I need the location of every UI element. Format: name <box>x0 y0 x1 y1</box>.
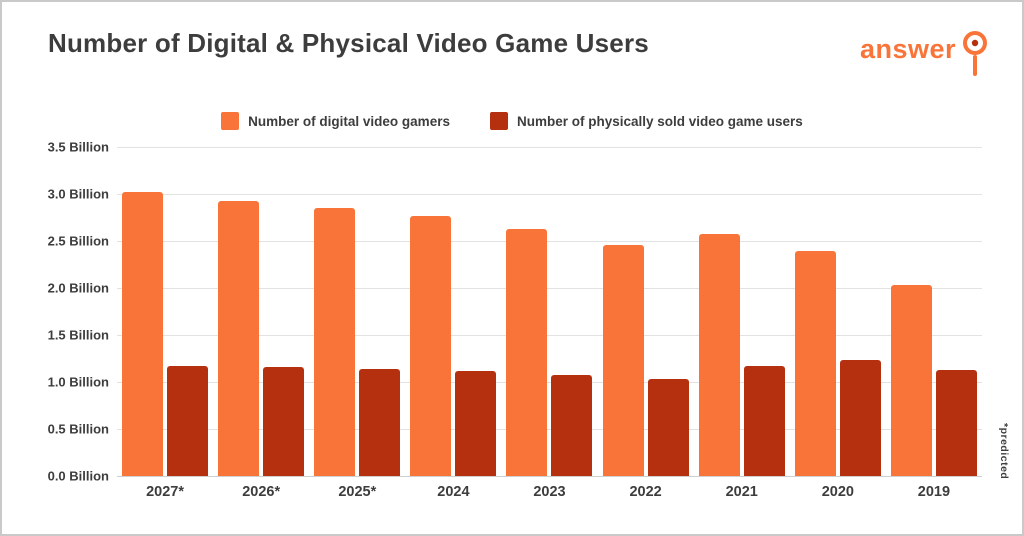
bar-group <box>405 147 501 476</box>
plot-gridlines <box>117 147 982 477</box>
bar-group <box>790 147 886 476</box>
digital-bar <box>602 244 644 476</box>
gridline <box>117 476 982 477</box>
gridline <box>117 194 982 195</box>
digital-bar <box>122 192 164 476</box>
digital-bar <box>410 215 452 476</box>
x-tick-label: 2019 <box>917 484 951 500</box>
physical-bar <box>359 368 401 476</box>
gridline <box>117 382 982 383</box>
x-tick-label: 2024 <box>437 484 470 500</box>
legend-swatch-digital <box>221 112 240 130</box>
y-tick-label: 3.5 Billion <box>47 139 109 155</box>
x-tick-label: 2025* <box>338 484 377 500</box>
bar-group <box>886 147 982 476</box>
physical-bar <box>167 366 209 476</box>
digital-bar <box>314 208 356 476</box>
digital-bar <box>698 234 740 476</box>
legend-swatch-physical <box>489 112 508 130</box>
legend-label-physical: Number of physically sold video game use… <box>516 113 803 129</box>
brand-logo-icon <box>958 28 992 85</box>
legend-item-digital: Number of digital video gamers <box>221 112 450 130</box>
y-tick-label: 0.0 Billion <box>47 468 109 484</box>
y-axis: 3.5 Billion 3.0 Billion 2.5 Billion 2.0 Bil… <box>20 140 117 484</box>
legend-item-physical: Number of physically sold video game use… <box>489 112 803 130</box>
bar-group <box>598 147 694 476</box>
x-axis: 2027* 2026* 2025* 2024 2023 2022 2021 2020 2019 <box>117 484 982 500</box>
gridline <box>117 241 982 242</box>
brand-logo-text: answer <box>859 34 956 64</box>
physical-bar <box>263 366 305 476</box>
physical-bar <box>551 375 593 476</box>
digital-bar <box>218 200 260 476</box>
bar-groups <box>117 147 982 476</box>
digital-bar <box>794 251 836 476</box>
y-tick-label: 0.5 Billion <box>47 421 109 437</box>
gridline <box>117 288 982 289</box>
bar-group <box>117 147 213 476</box>
chart-legend: Number of digital video gamers Number of… <box>2 111 1022 131</box>
brand-logo: answer <box>860 28 992 85</box>
x-tick-label: 2020 <box>821 484 854 500</box>
y-tick-label: 2.5 Billion <box>47 233 109 249</box>
page-title: Number of Digital & Physical Video Game … <box>48 28 649 58</box>
physical-bar <box>647 379 689 476</box>
physical-bar <box>839 360 881 476</box>
x-tick-label: 2021 <box>725 484 758 500</box>
y-tick-label: 1.5 Billion <box>47 327 109 343</box>
digital-bar <box>506 228 548 476</box>
legend-label-digital: Number of digital video gamers <box>248 113 450 129</box>
bar-chart: 3.5 Billion 3.0 Billion 2.5 Billion 2.0 Bil… <box>20 140 982 500</box>
y-tick-label: 3.0 Billion <box>47 186 109 202</box>
physical-bar <box>935 369 977 476</box>
gridline <box>117 147 982 148</box>
physical-bar <box>455 370 497 476</box>
bar-group <box>501 147 597 476</box>
digital-bar <box>890 285 932 476</box>
y-tick-label: 1.0 Billion <box>47 374 109 390</box>
x-tick-label: 2023 <box>533 484 566 500</box>
x-tick-label: 2022 <box>629 484 662 500</box>
x-tick-label: 2027* <box>146 484 184 500</box>
bar-group <box>309 147 405 476</box>
gridline <box>117 335 982 336</box>
y-tick-label: 2.0 Billion <box>47 280 109 296</box>
x-tick-label: 2026* <box>242 484 281 500</box>
bar-group <box>694 147 790 476</box>
header: Number of Digital & Physical Video Game … <box>2 2 1022 85</box>
gridline <box>117 429 982 430</box>
predicted-annotation: *predicted <box>998 422 1010 479</box>
physical-bar <box>743 366 785 476</box>
plot-area: 2027* 2026* 2025* 2024 2023 2022 2021 2020 2019 <box>117 147 982 500</box>
bar-group <box>213 147 309 476</box>
